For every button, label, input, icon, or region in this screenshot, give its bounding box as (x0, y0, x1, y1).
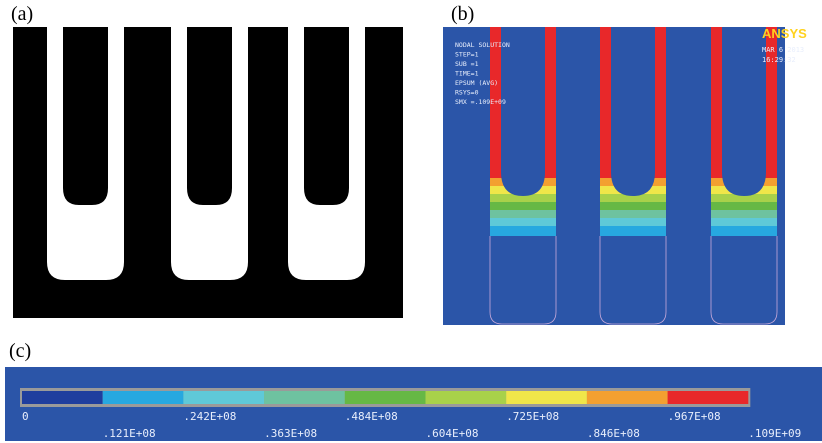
scale-cell (345, 391, 426, 404)
scale-cell (668, 391, 749, 404)
figure: (a) (b) (c) NODAL SOLUTION STEP=1SUB =1 TI… (0, 0, 822, 443)
info-line: SUB =1 (455, 60, 479, 68)
scale-cell (506, 391, 587, 404)
info-line: EPSUM (AVG) (455, 79, 498, 87)
inner (501, 27, 545, 196)
scale-label: .109E+09 (748, 427, 801, 440)
panel-label: (b) (451, 3, 474, 25)
scale-cell (264, 391, 345, 404)
panel-label: (a) (11, 3, 33, 25)
info-line: TIME=1 (455, 70, 479, 78)
info-line: STEP=1 (455, 51, 479, 59)
scale-cell (587, 391, 668, 404)
band (490, 226, 556, 236)
scale-cell (103, 391, 184, 404)
time: 16:29:32 (762, 56, 796, 64)
scale-label: .242E+08 (183, 410, 236, 423)
scale-label: .967E+08 (668, 410, 721, 423)
scale-label: .846E+08 (587, 427, 640, 440)
scale-label: .121E+08 (103, 427, 156, 440)
inner (722, 27, 766, 196)
date: MAR 6 2013 (762, 46, 804, 54)
band (711, 226, 777, 236)
scale-cell (22, 391, 103, 404)
ansys-logo: ANSYS (762, 26, 807, 41)
scale-label: 0 (22, 410, 29, 423)
scale-label: .363E+08 (264, 427, 317, 440)
scale-label: .725E+08 (506, 410, 559, 423)
scale-cell (426, 391, 507, 404)
panel-label: (c) (9, 340, 31, 362)
info-line: SMX =.109E+09 (455, 98, 506, 106)
inner (611, 27, 655, 196)
band (600, 226, 666, 236)
scale-label: .604E+08 (426, 427, 479, 440)
info-line: NODAL SOLUTION (455, 41, 510, 49)
scale-label: .484E+08 (345, 410, 398, 423)
scale-cell (183, 391, 264, 404)
info-line: RSYS=0 (455, 89, 479, 97)
